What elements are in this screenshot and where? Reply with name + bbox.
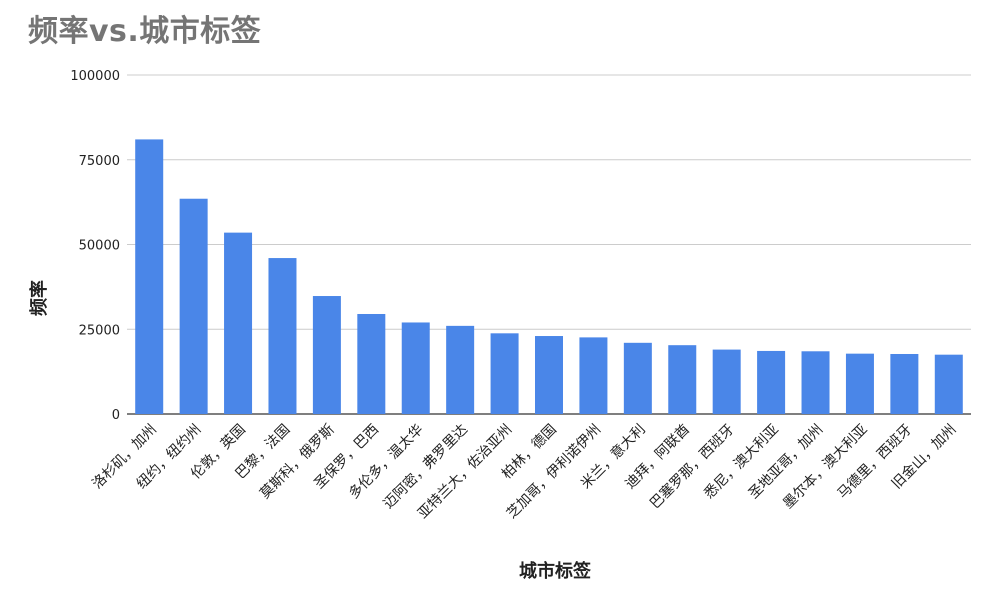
bar: [712, 349, 741, 414]
x-axis-ticks: 洛杉矶，加州纽约，纽约州伦敦，英国巴黎，法国莫斯科，俄罗斯圣保罗，巴西多伦多，温…: [89, 421, 959, 522]
bar: [579, 337, 608, 414]
bars: [135, 139, 963, 414]
bar: [401, 322, 430, 414]
bar: [890, 353, 919, 414]
bar: [535, 336, 563, 414]
bar: [179, 198, 208, 414]
x-tick-label: 墨尔本，澳大利亚: [780, 422, 871, 513]
bar: [268, 258, 297, 414]
y-axis-ticks: 0 25000 50000 75000 100000: [70, 69, 120, 423]
bar: [135, 139, 164, 414]
x-tick-label: 巴塞罗那，西班牙: [646, 421, 737, 512]
bar: [934, 354, 963, 414]
bar: [668, 345, 697, 414]
gridlines: [127, 74, 971, 415]
bar: [623, 342, 652, 414]
bar: [845, 353, 874, 414]
y-axis-label: 频率: [28, 280, 50, 316]
bar: [224, 232, 253, 414]
y-tick-label: 50000: [79, 239, 120, 254]
y-tick-label: 75000: [79, 154, 120, 169]
bar: [801, 351, 830, 414]
chart-title: 频率vs.城市标签: [28, 14, 262, 49]
y-tick-label: 0: [112, 408, 120, 423]
bar: [312, 296, 341, 414]
bar: [446, 325, 475, 414]
bar: [357, 313, 386, 414]
x-axis-label: 城市标签: [519, 560, 592, 582]
y-tick-label: 25000: [79, 323, 120, 338]
x-tick-label: 迈阿密，弗罗里达: [380, 421, 471, 512]
x-tick-label: 多伦多，温太华: [345, 421, 426, 502]
y-tick-label: 100000: [70, 69, 120, 84]
bar: [757, 350, 786, 414]
bar: [490, 333, 519, 414]
